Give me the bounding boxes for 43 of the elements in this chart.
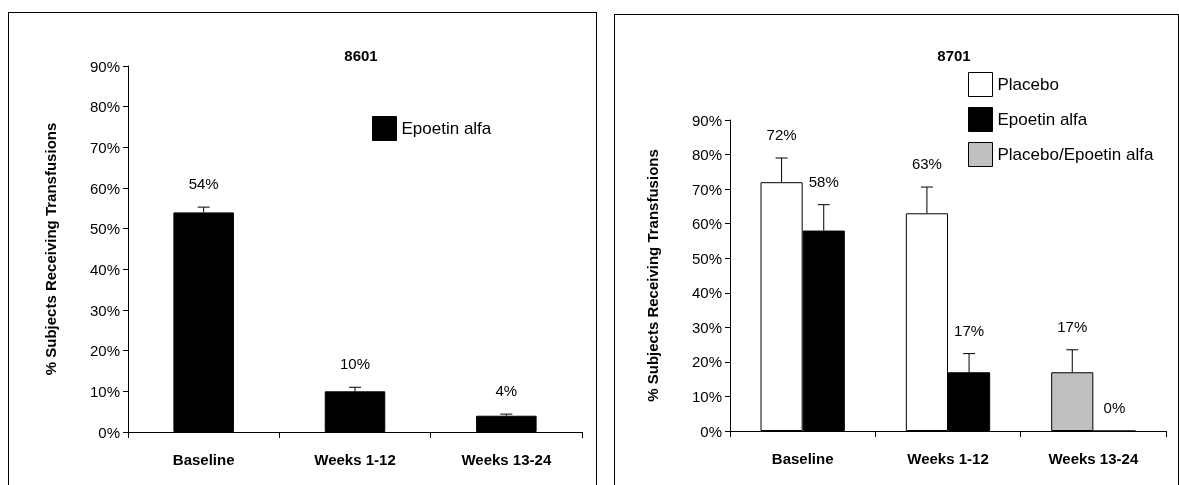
y-tick-label: 80%: [89, 98, 120, 116]
legend-label: Epoetin alfa: [997, 110, 1088, 129]
data-label: 17%: [1057, 317, 1088, 335]
x-tick-label: Baseline: [771, 450, 834, 467]
data-label: 72%: [766, 126, 797, 144]
y-tick-label: 40%: [691, 284, 722, 302]
x-tick-label: Weeks 1-12: [907, 450, 989, 467]
data-label: 0%: [1103, 399, 1126, 416]
legend-label: Placebo/Epoetin alfa: [997, 145, 1154, 164]
data-label: 63%: [911, 155, 942, 173]
y-tick-label: 10%: [691, 387, 722, 405]
y-tick-label: 90%: [89, 57, 120, 75]
y-tick-label: 20%: [89, 342, 120, 360]
y-tick-label: 30%: [89, 301, 120, 319]
y-tick-label: 50%: [691, 249, 722, 267]
chart-title: 8701: [937, 47, 971, 64]
y-axis-title: % Subjects Receiving Transfusions: [42, 122, 59, 376]
y-tick-label: 60%: [89, 179, 120, 197]
y-tick-label: 50%: [89, 220, 120, 238]
x-tick-label: Weeks 13-24: [461, 451, 552, 468]
data-label: 10%: [339, 355, 371, 373]
y-tick-label: 40%: [89, 260, 120, 278]
y-tick-label: 0%: [700, 422, 722, 440]
y-tick-label: 0%: [98, 423, 120, 441]
data-label: 58%: [808, 172, 839, 190]
y-tick-label: 70%: [691, 180, 722, 198]
x-tick-label: Weeks 13-24: [1048, 450, 1139, 467]
y-tick-label: 20%: [691, 353, 722, 371]
legend-label: Placebo: [997, 75, 1059, 94]
y-tick-label: 80%: [691, 146, 722, 164]
y-tick-label: 60%: [691, 215, 722, 233]
y-tick-label: 30%: [691, 318, 722, 336]
y-tick-label: 70%: [89, 138, 120, 156]
x-tick-label: Weeks 1-12: [314, 451, 396, 468]
data-label: 17%: [954, 321, 985, 339]
data-label: 4%: [495, 382, 518, 400]
y-tick-label: 90%: [691, 111, 722, 129]
chart-title: 8601: [344, 47, 378, 64]
data-label: 54%: [188, 175, 219, 193]
x-tick-label: Baseline: [172, 451, 235, 468]
legend-label: Epoetin alfa: [401, 119, 492, 138]
y-tick-label: 10%: [89, 382, 120, 400]
y-axis-title: % Subjects Receiving Transfusions: [644, 149, 661, 402]
